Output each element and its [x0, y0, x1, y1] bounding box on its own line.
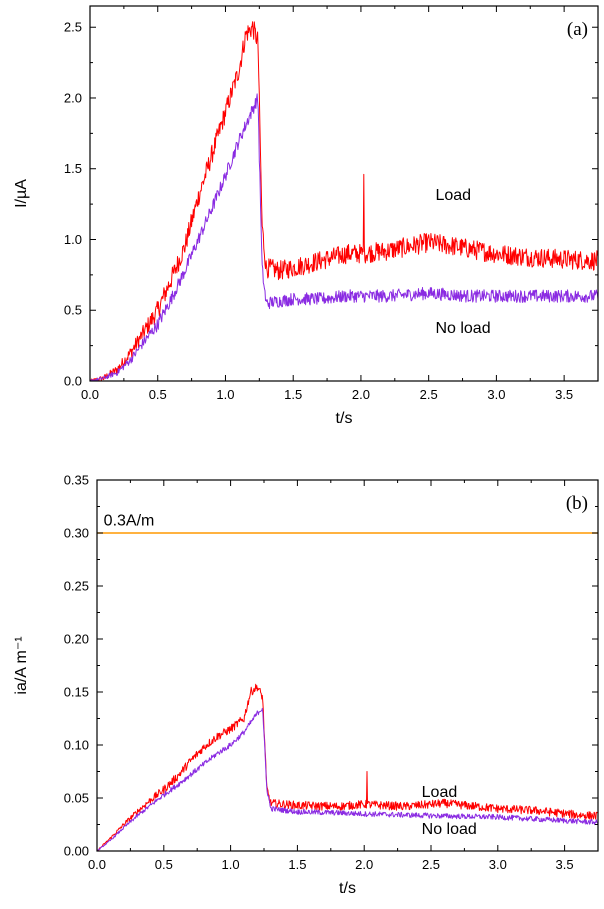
y-tick-label: 0.5 — [64, 303, 82, 318]
y-tick-label: 0.0 — [64, 374, 82, 389]
x-tick-label: 2.0 — [355, 857, 373, 872]
x-tick-label: 1.5 — [284, 387, 302, 402]
x-tick-label: 2.0 — [352, 387, 370, 402]
x-tick-label: 3.0 — [487, 387, 505, 402]
annotation-0-3a-m: 0.3A/m — [104, 513, 155, 530]
plot-frame — [96, 479, 599, 852]
x-tick-label: 3.5 — [555, 387, 573, 402]
panel-label: (b) — [566, 493, 588, 514]
y-tick-label: 0.00 — [64, 844, 89, 859]
x-tick-label: 2.5 — [420, 387, 438, 402]
y-axis-title: I/µA — [13, 179, 30, 208]
x-tick-label: 1.5 — [288, 857, 306, 872]
chart-panel-b: 0.0 0.5 1.0 1.5 2.0 2.5 3.0 3.5 0.00 0.05 0.10 0.15… — [13, 473, 599, 897]
plot-frame — [89, 5, 599, 382]
series-line-no-load — [96, 707, 599, 852]
x-tick-label: 0.5 — [149, 387, 167, 402]
x-axis-title: t/s — [336, 410, 353, 427]
y-tick-label: 0.35 — [64, 473, 89, 488]
y-tick-label: 0.10 — [64, 738, 89, 753]
annotation-load: Load — [435, 187, 471, 204]
y-tick-label: 1.5 — [64, 161, 82, 176]
annotation-load: Load — [422, 784, 458, 801]
x-tick-label: 3.0 — [489, 857, 507, 872]
annotation-no-load: No load — [422, 821, 477, 838]
x-tick-label: 0.0 — [81, 387, 99, 402]
y-tick-label: 2.0 — [64, 90, 82, 105]
y-axis-title: ia/A m⁻¹ — [13, 636, 30, 694]
x-tick-label: 2.5 — [422, 857, 440, 872]
x-tick-label: 0.5 — [155, 857, 173, 872]
y-tick-label: 1.0 — [64, 232, 82, 247]
series-line-no-load — [89, 93, 599, 382]
y-tick-label: 0.30 — [64, 526, 89, 541]
y-tick-label: 2.5 — [64, 20, 82, 35]
x-tick-label: 1.0 — [216, 387, 234, 402]
y-tick-label: 0.05 — [64, 791, 89, 806]
annotation-no-load: No load — [435, 320, 490, 337]
y-tick-label: 0.15 — [64, 685, 89, 700]
series-line-load — [89, 21, 599, 382]
x-tick-label: 1.0 — [222, 857, 240, 872]
panel-label: (a) — [567, 19, 588, 40]
x-axis-title: t/s — [339, 880, 356, 897]
y-tick-label: 0.20 — [64, 632, 89, 647]
x-tick-label: 0.0 — [88, 857, 106, 872]
chart-panel-a: 0.0 0.5 1.0 1.5 2.0 2.5 3.0 3.5 0.0 0.5 1.0 1.5 2.0 2… — [13, 5, 599, 427]
x-tick-label: 3.5 — [556, 857, 574, 872]
series-line-load — [96, 683, 599, 852]
y-tick-label: 0.25 — [64, 579, 89, 594]
